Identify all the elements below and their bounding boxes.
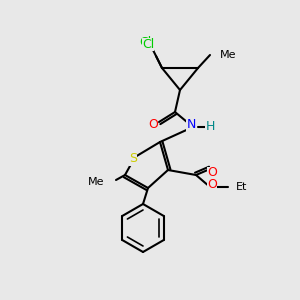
Text: Et: Et [236, 182, 248, 192]
Text: N: N [186, 118, 196, 131]
Text: O: O [207, 178, 217, 191]
Text: O: O [207, 167, 217, 179]
Text: S: S [129, 152, 137, 166]
Text: Me: Me [220, 50, 236, 60]
Text: Cl: Cl [142, 38, 154, 50]
Text: Cl: Cl [139, 35, 151, 49]
Text: O: O [148, 118, 158, 130]
Text: H: H [205, 121, 215, 134]
Text: Me: Me [88, 177, 104, 187]
